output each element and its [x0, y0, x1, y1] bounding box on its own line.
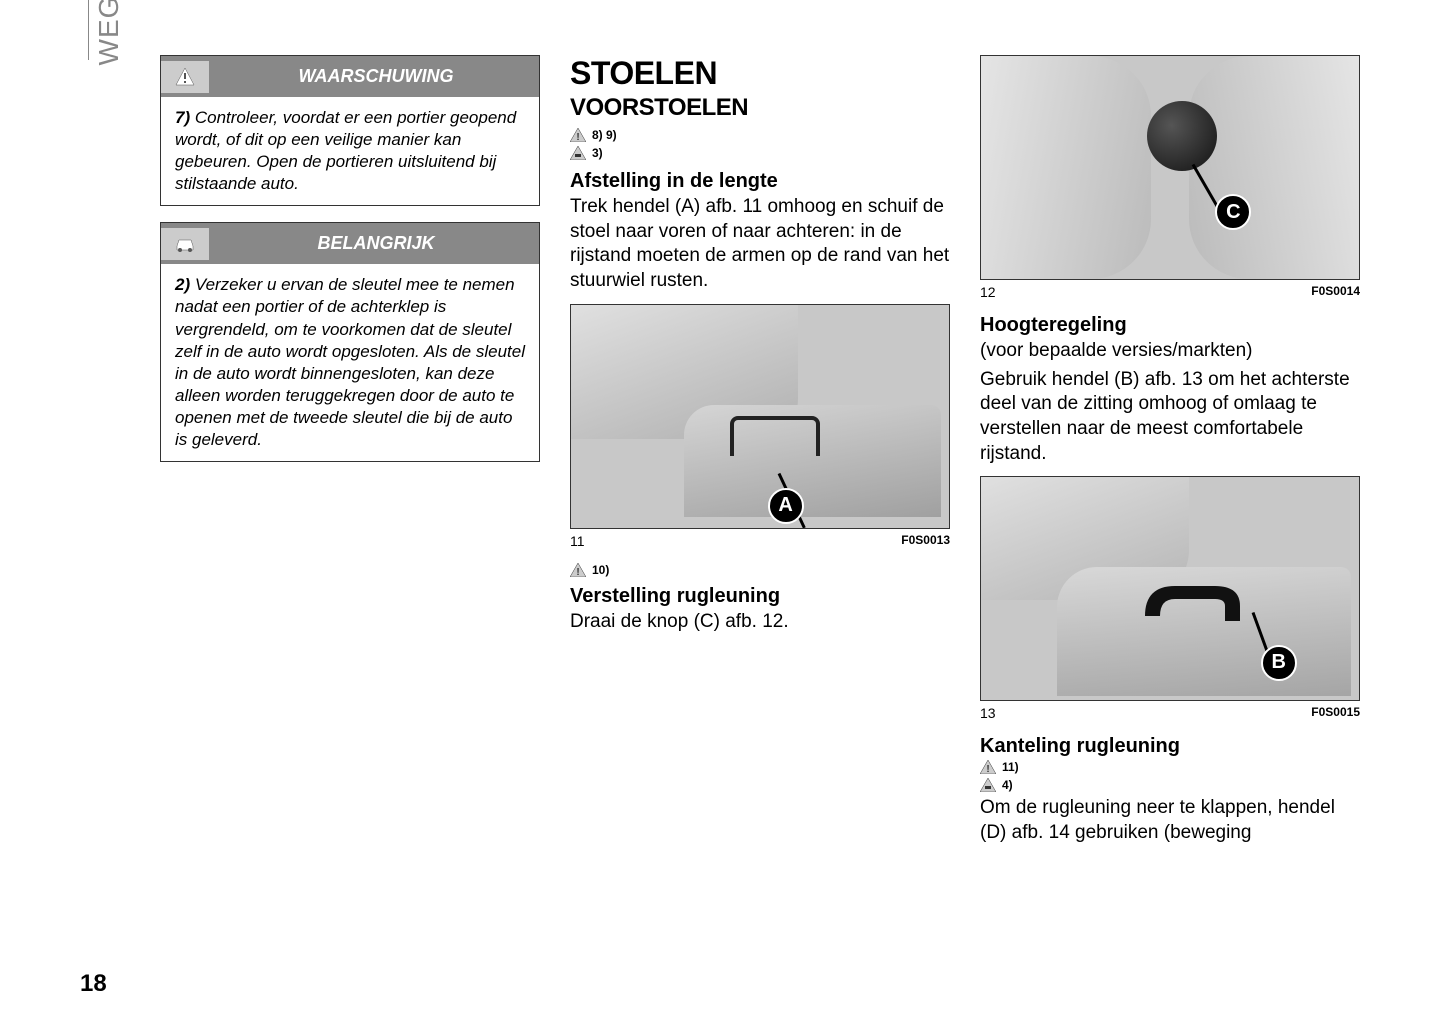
afstelling-body: Trek hendel (A) afb. 11 omhoog en schuif…: [570, 195, 950, 294]
ref-row-k2: 4): [980, 778, 1360, 792]
car-icon: [161, 228, 209, 260]
hoogteregeling-sub: (voor bepaalde versies/markten): [980, 339, 1360, 364]
ref-text: 11): [1002, 760, 1019, 774]
car-triangle-icon: [980, 778, 996, 792]
warning-triangle-icon: !: [980, 760, 996, 774]
warning-triangle-icon: !: [570, 128, 586, 142]
section-title-vertical: WEGWIJS IN UW AUTO: [88, 0, 125, 60]
important-text: Verzeker u ervan de sleutel mee te nemen…: [175, 275, 525, 449]
figure-11: A: [570, 304, 950, 529]
column-2: STOELEN VOORSTOELEN ! 8) 9) 3) Afstellin…: [570, 55, 950, 856]
warning-text: Controleer, voordat er een portier geope…: [175, 108, 516, 193]
warning-box: WAARSCHUWING 7) Controleer, voordat er e…: [160, 55, 540, 206]
figure-12: C: [980, 55, 1360, 280]
svg-text:!: !: [576, 132, 579, 142]
ref-text: 10): [592, 563, 609, 577]
heading-voorstoelen: VOORSTOELEN: [570, 94, 950, 122]
ref-row-2: 3): [570, 146, 950, 160]
svg-text:!: !: [986, 764, 989, 774]
fig-num: 11: [570, 533, 585, 549]
heading-kanteling: Kanteling rugleuning: [980, 735, 1360, 758]
warning-body: 7) Controleer, voordat er een portier ge…: [161, 97, 539, 205]
callout-b: B: [1261, 645, 1297, 681]
hoogteregeling-body: Gebruik hendel (B) afb. 13 om het achter…: [980, 368, 1360, 467]
ref-row-k1: ! 11): [980, 760, 1360, 774]
warning-header: WAARSCHUWING: [161, 56, 539, 97]
page-number: 18: [80, 970, 107, 998]
column-3: C 12 F0S0014 Hoogteregeling (voor bepaal…: [980, 55, 1360, 856]
heading-verstelling: Verstelling rugleuning: [570, 585, 950, 608]
kanteling-body: Om de rugleuning neer te klappen, hendel…: [980, 796, 1360, 845]
fig-num: 13: [980, 705, 996, 721]
warning-title: WAARSCHUWING: [225, 66, 527, 87]
ref-text: 3): [592, 146, 603, 160]
fig11-caption: 11 F0S0013: [570, 533, 950, 549]
important-num: 2): [175, 275, 190, 294]
heading-hoogteregeling: Hoogteregeling: [980, 314, 1360, 337]
fig13-caption: 13 F0S0015: [980, 705, 1360, 721]
fig-code: F0S0014: [1311, 284, 1360, 300]
fig12-caption: 12 F0S0014: [980, 284, 1360, 300]
ref-row-3: ! 10): [570, 563, 950, 577]
column-1: WAARSCHUWING 7) Controleer, voordat er e…: [160, 55, 540, 856]
car-triangle-icon: [570, 146, 586, 160]
fig-code: F0S0013: [901, 533, 950, 549]
fig-code: F0S0015: [1311, 705, 1360, 721]
ref-row-1: ! 8) 9): [570, 128, 950, 142]
warning-icon: [161, 61, 209, 93]
fig-num: 12: [980, 284, 996, 300]
callout-a: A: [768, 488, 804, 524]
figure-13: B: [980, 476, 1360, 701]
important-body: 2) Verzeker u ervan de sleutel mee te ne…: [161, 264, 539, 461]
ref-text: 8) 9): [592, 128, 617, 142]
warning-num: 7): [175, 108, 190, 127]
important-title: BELANGRIJK: [225, 233, 527, 254]
content-columns: WAARSCHUWING 7) Controleer, voordat er e…: [160, 55, 1365, 856]
svg-text:!: !: [576, 567, 579, 577]
important-header: BELANGRIJK: [161, 223, 539, 264]
warning-triangle-icon: !: [570, 563, 586, 577]
ref-text: 4): [1002, 778, 1013, 792]
important-box: BELANGRIJK 2) Verzeker u ervan de sleute…: [160, 222, 540, 462]
manual-page: WEGWIJS IN UW AUTO WAARSCHUWING 7) Contr…: [0, 0, 1445, 1030]
verstelling-body: Draai de knop (C) afb. 12.: [570, 610, 950, 635]
heading-stoelen: STOELEN: [570, 55, 950, 92]
heading-afstelling: Afstelling in de lengte: [570, 170, 950, 193]
